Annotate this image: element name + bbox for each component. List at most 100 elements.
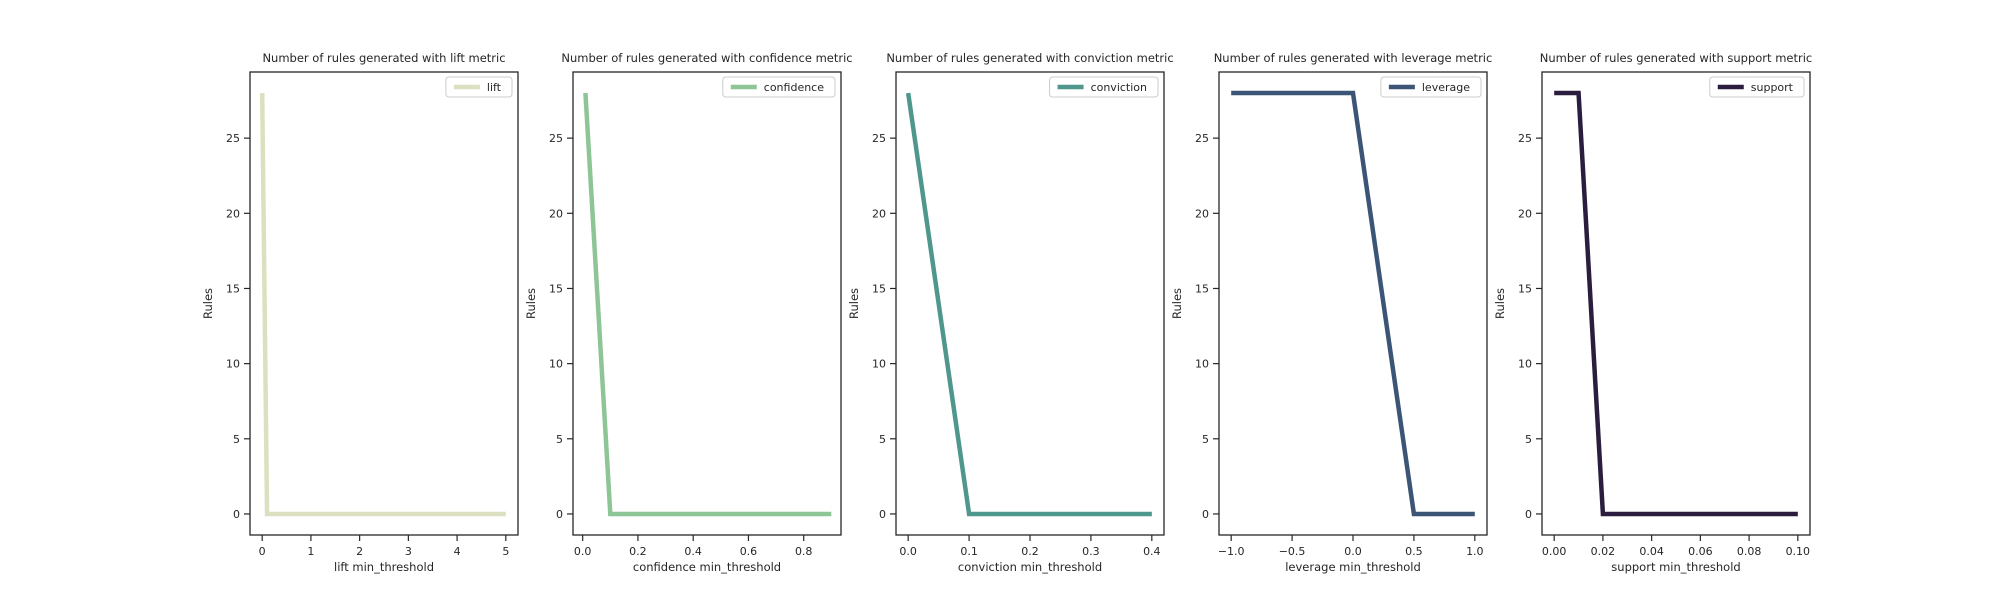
y-tick-label: 25 bbox=[1195, 132, 1209, 145]
subplot-confidence: Number of rules generated with confidenc… bbox=[524, 51, 853, 574]
legend-label-support: support bbox=[1751, 81, 1794, 94]
y-tick-label: 15 bbox=[1518, 282, 1532, 295]
y-tick-label: 5 bbox=[233, 433, 240, 446]
legend: confidence bbox=[722, 76, 836, 98]
plot-title: Number of rules generated with convictio… bbox=[886, 51, 1173, 65]
y-axis-label: Rules bbox=[1170, 288, 1184, 319]
x-axis-label: leverage min_threshold bbox=[1285, 560, 1421, 574]
legend: lift bbox=[445, 76, 513, 98]
y-tick-label: 20 bbox=[1518, 207, 1532, 220]
x-tick-label: 0.6 bbox=[740, 545, 758, 558]
legend-label-lift: lift bbox=[487, 81, 502, 94]
y-axis-label: Rules bbox=[201, 288, 215, 319]
x-tick-label: 0.00 bbox=[1542, 545, 1567, 558]
y-tick-label: 15 bbox=[226, 282, 240, 295]
y-tick-label: 10 bbox=[1195, 358, 1209, 371]
x-tick-label: −0.5 bbox=[1279, 545, 1306, 558]
y-tick-label: 0 bbox=[1202, 508, 1209, 521]
x-tick-label: 1.0 bbox=[1466, 545, 1484, 558]
legend-label-leverage: leverage bbox=[1422, 81, 1470, 94]
plot-frame bbox=[572, 71, 842, 536]
x-axis-label: support min_threshold bbox=[1611, 560, 1740, 574]
legend: conviction bbox=[1049, 76, 1159, 98]
plot-frame bbox=[249, 71, 519, 536]
plot-frame bbox=[1541, 71, 1811, 536]
y-tick-label: 0 bbox=[879, 508, 886, 521]
y-tick-label: 15 bbox=[549, 282, 563, 295]
subplot-support: Number of rules generated with support m… bbox=[1493, 51, 1812, 574]
y-tick-label: 10 bbox=[872, 358, 886, 371]
x-tick-label: 0.8 bbox=[795, 545, 813, 558]
y-tick-label: 25 bbox=[226, 132, 240, 145]
legend: leverage bbox=[1380, 76, 1482, 98]
y-tick-label: 5 bbox=[879, 433, 886, 446]
y-tick-label: 10 bbox=[226, 358, 240, 371]
y-tick-label: 20 bbox=[1195, 207, 1209, 220]
x-tick-label: 0.3 bbox=[1082, 545, 1100, 558]
series-line-confidence bbox=[583, 92, 832, 517]
series-line-leverage bbox=[1231, 90, 1475, 517]
y-tick-label: 15 bbox=[872, 282, 886, 295]
legend: support bbox=[1709, 76, 1805, 98]
plot-title: Number of rules generated with confidenc… bbox=[561, 51, 852, 65]
y-axis-label: Rules bbox=[847, 288, 861, 319]
x-tick-label: 0.06 bbox=[1688, 545, 1713, 558]
y-tick-label: 25 bbox=[872, 132, 886, 145]
x-tick-label: 0.0 bbox=[574, 545, 592, 558]
series-line-support bbox=[1554, 90, 1798, 517]
y-tick-label: 20 bbox=[226, 207, 240, 220]
y-tick-label: 20 bbox=[549, 207, 563, 220]
x-axis-label: lift min_threshold bbox=[334, 560, 434, 574]
legend-box bbox=[1709, 76, 1805, 98]
y-tick-label: 25 bbox=[1518, 132, 1532, 145]
plot-title: Number of rules generated with support m… bbox=[1540, 51, 1812, 65]
subplot-lift: Number of rules generated with lift metr… bbox=[201, 51, 519, 574]
plot-title: Number of rules generated with leverage … bbox=[1214, 51, 1493, 65]
y-tick-label: 5 bbox=[556, 433, 563, 446]
x-tick-label: 5 bbox=[502, 545, 509, 558]
y-tick-label: 10 bbox=[549, 358, 563, 371]
x-tick-label: 0.08 bbox=[1737, 545, 1762, 558]
plot-title: Number of rules generated with lift metr… bbox=[262, 51, 505, 65]
legend-box bbox=[1380, 76, 1482, 98]
y-tick-label: 5 bbox=[1525, 433, 1532, 446]
x-tick-label: 0.0 bbox=[899, 545, 917, 558]
x-tick-label: −1.0 bbox=[1218, 545, 1245, 558]
legend-box bbox=[1049, 76, 1159, 98]
y-tick-label: 25 bbox=[549, 132, 563, 145]
x-tick-label: 0.1 bbox=[960, 545, 978, 558]
legend-label-conviction: conviction bbox=[1091, 81, 1147, 94]
plot-frame bbox=[1218, 71, 1488, 536]
x-axis-label: conviction min_threshold bbox=[958, 560, 1102, 574]
x-axis-label: confidence min_threshold bbox=[633, 560, 781, 574]
plot-frame bbox=[895, 71, 1165, 536]
x-tick-label: 1 bbox=[307, 545, 314, 558]
series-line-conviction bbox=[905, 92, 1152, 517]
x-tick-label: 0.02 bbox=[1591, 545, 1616, 558]
x-tick-label: 0.2 bbox=[629, 545, 647, 558]
x-tick-label: 0.2 bbox=[1021, 545, 1039, 558]
y-tick-label: 10 bbox=[1518, 358, 1532, 371]
x-tick-label: 0.10 bbox=[1786, 545, 1811, 558]
legend-label-confidence: confidence bbox=[764, 81, 824, 94]
y-tick-label: 0 bbox=[233, 508, 240, 521]
x-tick-label: 0.5 bbox=[1405, 545, 1423, 558]
x-tick-label: 3 bbox=[405, 545, 412, 558]
y-tick-label: 0 bbox=[556, 508, 563, 521]
subplot-leverage: Number of rules generated with leverage … bbox=[1170, 51, 1492, 574]
y-tick-label: 0 bbox=[1525, 508, 1532, 521]
x-tick-label: 0 bbox=[259, 545, 266, 558]
x-tick-label: 0.04 bbox=[1639, 545, 1664, 558]
x-tick-label: 0.4 bbox=[684, 545, 702, 558]
legend-box bbox=[722, 76, 836, 98]
x-tick-label: 2 bbox=[356, 545, 363, 558]
x-tick-label: 0.4 bbox=[1143, 545, 1161, 558]
series-line-lift bbox=[259, 93, 506, 517]
y-tick-label: 20 bbox=[872, 207, 886, 220]
y-axis-label: Rules bbox=[524, 288, 538, 319]
subplot-conviction: Number of rules generated with convictio… bbox=[847, 51, 1174, 574]
y-tick-label: 15 bbox=[1195, 282, 1209, 295]
x-tick-label: 0.0 bbox=[1344, 545, 1362, 558]
y-axis-label: Rules bbox=[1493, 288, 1507, 319]
